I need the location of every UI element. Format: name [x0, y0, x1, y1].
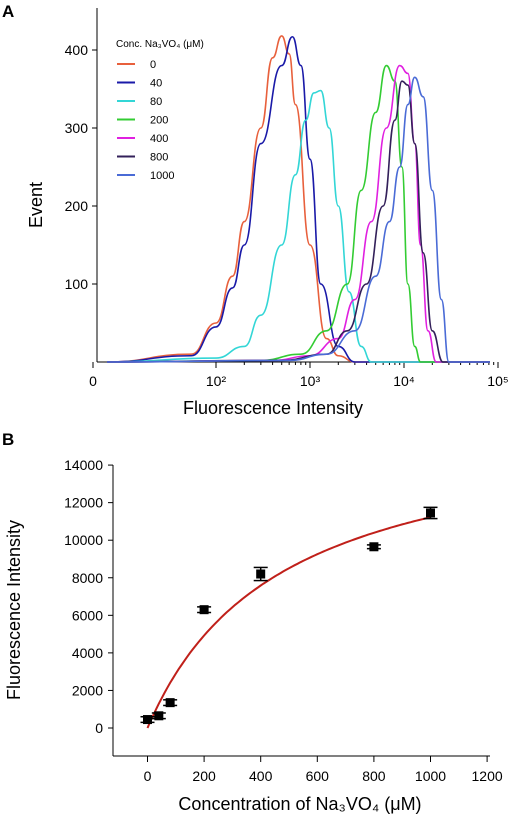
panel-a-legend-title: Conc. Na₃VO₄ (μM): [116, 39, 204, 50]
panel-a-x-tick-label: 10⁵: [487, 373, 508, 389]
point-marker: [165, 698, 175, 708]
panel-b-y-tick-label: 8000: [72, 570, 103, 586]
panel-a-x-tick-label: 10²: [206, 373, 227, 389]
panel-a-series-400-line: [106, 64, 490, 363]
panel-a-series-200-line: [106, 64, 490, 363]
panel-a-y-tick-label: 300: [65, 120, 89, 136]
panel-b-y-tick-label: 4000: [72, 645, 103, 661]
data-point-0: [140, 715, 155, 725]
panel-b-y-tick-label: 2000: [72, 682, 103, 698]
panel-a-y-tick-label: 400: [65, 42, 89, 58]
panel-b-y-tick-label: 12000: [64, 495, 103, 511]
point-marker: [143, 715, 152, 725]
legend-label-200: 200: [150, 115, 168, 127]
panel-a-letter: A: [2, 2, 14, 21]
panel-b-x-tick-label: 0: [144, 768, 152, 784]
legend-label-1000: 1000: [150, 170, 174, 182]
legend-label-80: 80: [150, 96, 162, 108]
panel-a-series-40-line: [106, 35, 490, 363]
panel-a-x-tick-label: 10³: [300, 373, 321, 389]
panel-b-letter: B: [2, 430, 14, 449]
panel-a-legend: 0 40 80 200 400 800 1000: [117, 59, 174, 182]
data-point-4: [253, 566, 268, 582]
data-point-5: [366, 542, 381, 552]
panel-b-y-tick-label: 0: [95, 720, 103, 736]
legend-label-0: 0: [150, 59, 156, 71]
point-marker: [426, 508, 435, 518]
panel-a-x-axis-label: Fluorescence Intensity: [183, 398, 363, 418]
panel-b-chart: Fluorescence Intensity Concentration of …: [4, 457, 503, 814]
panel-b-y-tick-label: 10000: [64, 532, 103, 548]
panel-b-fit-curve: [146, 516, 431, 729]
legend-label-800: 800: [150, 152, 168, 164]
data-point-6: [423, 506, 438, 520]
data-point-1: [151, 711, 166, 721]
panel-a-x-tick-label: 10⁴: [393, 373, 415, 389]
point-marker: [154, 711, 164, 721]
panel-b-x-tick-label: 1200: [472, 768, 503, 784]
panel-a-y-axis-label: Event: [26, 182, 46, 228]
panel-b-x-axis-label: Concentration of Na₃VO₄ (μM): [178, 794, 421, 814]
panel-a-series-1000-line: [106, 76, 490, 363]
point-marker: [199, 605, 209, 615]
legend-label-400: 400: [150, 133, 168, 145]
panel-b-y-tick-label: 6000: [72, 607, 103, 623]
data-point-3: [197, 605, 212, 615]
point-marker: [256, 569, 266, 579]
panel-b-x-tick-label: 800: [362, 768, 386, 784]
panel-b-x-tick-label: 400: [249, 768, 273, 784]
panel-b-x-tick-label: 600: [306, 768, 330, 784]
panel-a-y-tick-label: 200: [65, 198, 89, 214]
legend-label-40: 40: [150, 78, 162, 90]
panel-b-x-tick-label: 1000: [415, 768, 446, 784]
panel-a-series-0-line: [106, 35, 490, 363]
panel-a-chart: Event Fluorescence Intensity 100 200 300 40…: [26, 8, 509, 418]
panel-b-y-tick-label: 14000: [64, 457, 103, 473]
point-marker: [369, 542, 379, 552]
panel-a-x-tick-label: 0: [89, 373, 97, 389]
panel-a-series-80-line: [106, 89, 490, 363]
panel-b-x-tick-label: 200: [192, 768, 216, 784]
data-point-2: [163, 698, 178, 708]
panel-a-y-tick-label: 100: [65, 276, 89, 292]
panel-b-y-axis-label: Fluorescence Intensity: [4, 520, 24, 700]
